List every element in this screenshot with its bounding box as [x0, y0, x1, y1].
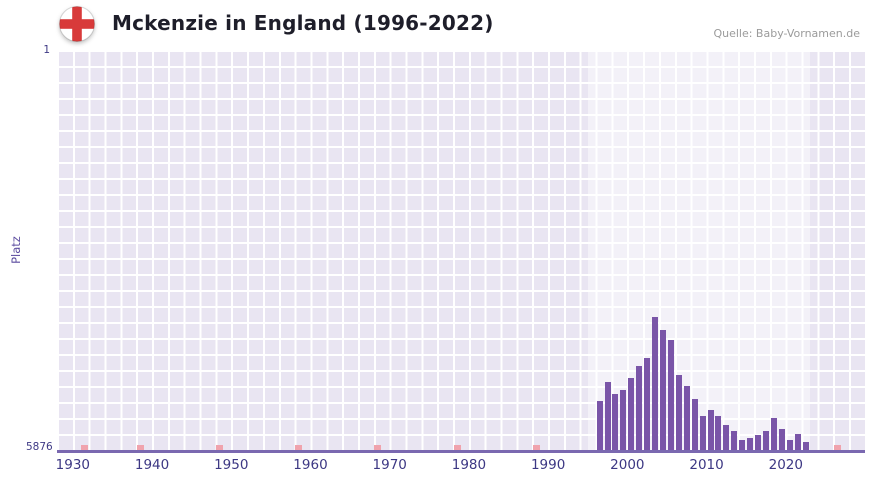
bar-2022: [802, 442, 809, 450]
bar-2011: [715, 415, 722, 450]
x-tick-1960: 1960: [293, 457, 328, 473]
source-attribution: Quelle: Baby-Vornamen.de: [713, 27, 860, 40]
bar-2014: [739, 440, 746, 450]
bar-1996: [596, 400, 603, 450]
x-tick-1980: 1980: [451, 457, 487, 473]
x-tick-1970: 1970: [372, 457, 407, 473]
x-tick-2020: 2020: [768, 457, 803, 473]
bar-2016: [755, 435, 762, 450]
unranked-marker-1968: [374, 445, 382, 450]
bar-2017: [762, 430, 769, 450]
bar-2013: [731, 430, 738, 450]
bar-2007: [683, 385, 690, 450]
x-axis-ticks: 1930 1940 1950 1960 1970 1980 1990 2000 2010 2020: [55, 457, 865, 479]
chart-title: Mckenzie in England (1996-2022): [112, 11, 494, 35]
unranked-marker-1978: [453, 445, 461, 450]
y-axis-label: Platz: [9, 236, 23, 264]
x-tick-1940: 1940: [134, 457, 170, 473]
bar-2002: [644, 357, 651, 450]
y-tick-top: 1: [43, 44, 50, 56]
england-flag-icon: [59, 6, 95, 42]
bar-2018: [770, 418, 777, 450]
bar-2015: [747, 438, 754, 450]
x-tick-2010: 2010: [689, 457, 724, 473]
bar-1998: [612, 394, 619, 450]
bar-2006: [675, 375, 682, 450]
bar-2001: [636, 365, 643, 450]
plot-area: [57, 50, 865, 453]
bar-2010: [707, 410, 714, 450]
unranked-marker-1938: [136, 445, 144, 450]
highlight-band: [587, 50, 810, 450]
x-tick-2000: 2000: [610, 457, 645, 473]
bar-2019: [778, 428, 785, 450]
bar-2012: [723, 425, 730, 450]
bar-2008: [691, 398, 698, 450]
x-tick-1990: 1990: [530, 457, 566, 473]
unranked-marker-2026: [833, 445, 841, 450]
bar-1999: [620, 389, 627, 450]
header: Mckenzie in England (1996-2022) Quelle: …: [0, 0, 873, 50]
unranked-marker-1958: [295, 445, 303, 450]
unranked-marker-1988: [532, 445, 540, 450]
bar-2003: [652, 316, 659, 450]
x-tick-1930: 1930: [55, 457, 91, 473]
bar-2021: [794, 433, 801, 450]
unranked-marker-1948: [215, 445, 223, 450]
unranked-marker-1931: [81, 445, 89, 450]
x-tick-1950: 1950: [214, 457, 249, 473]
bar-1997: [604, 382, 611, 450]
y-tick-bottom: 5876: [26, 441, 53, 453]
bar-2005: [667, 339, 674, 450]
bar-2000: [628, 378, 635, 450]
bar-2004: [660, 330, 666, 450]
bar-2009: [699, 415, 706, 450]
bar-2020: [786, 440, 793, 450]
